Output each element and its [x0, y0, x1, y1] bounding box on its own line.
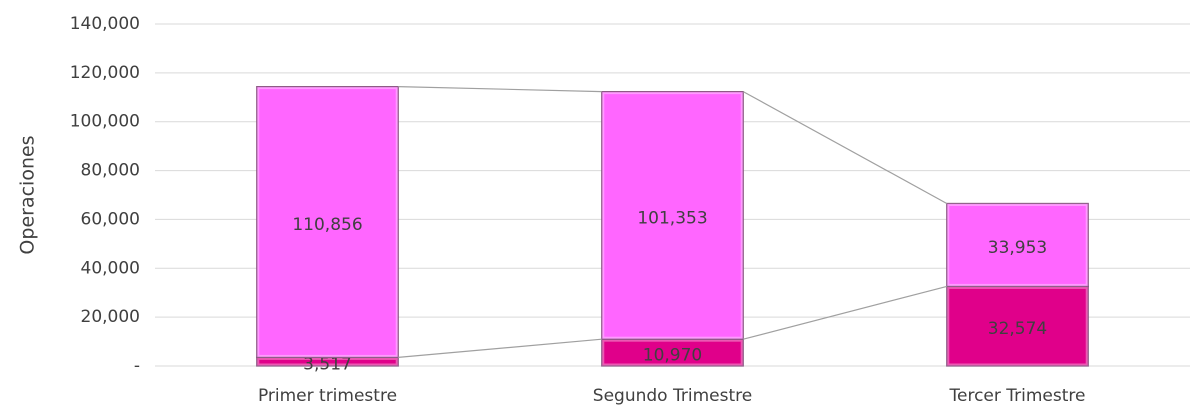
series-line: [398, 338, 602, 359]
data-label: 33,953: [988, 238, 1047, 258]
bar-bevel: [946, 202, 1089, 287]
y-tick-label: 80,000: [81, 161, 140, 181]
data-label: 101,353: [637, 208, 707, 228]
bar-segment: [601, 338, 744, 367]
series-line: [398, 86, 602, 93]
y-tick-label: -: [134, 356, 140, 376]
bar-bevel: [256, 356, 399, 367]
y-tick-label: 20,000: [81, 307, 140, 327]
bar-segment: [946, 202, 1089, 288]
y-tick-label: 40,000: [81, 258, 140, 278]
data-label: 3,517: [303, 355, 352, 375]
y-axis-label: Operaciones: [17, 135, 39, 254]
x-tick-label: Primer trimestre: [258, 386, 397, 406]
data-label: 110,856: [292, 215, 362, 235]
bar-bevel: [601, 91, 744, 340]
y-tick-label: 60,000: [81, 209, 140, 229]
data-label: 32,574: [988, 319, 1047, 339]
bar-bevel: [946, 285, 1089, 367]
bar-bevel: [601, 338, 744, 367]
bar-segment: [256, 86, 399, 359]
x-tick-label: Tercer Trimestre: [949, 386, 1086, 406]
series-line: [742, 91, 948, 205]
data-label: 10,970: [643, 346, 702, 366]
series-line: [743, 285, 947, 340]
y-tick-label: 120,000: [70, 63, 140, 83]
bar-bevel: [256, 86, 399, 358]
y-tick-label: 100,000: [70, 112, 140, 132]
y-tick-label: 140,000: [70, 14, 140, 34]
bar-segment: [601, 91, 744, 340]
x-tick-label: Segundo Trimestre: [593, 386, 752, 406]
